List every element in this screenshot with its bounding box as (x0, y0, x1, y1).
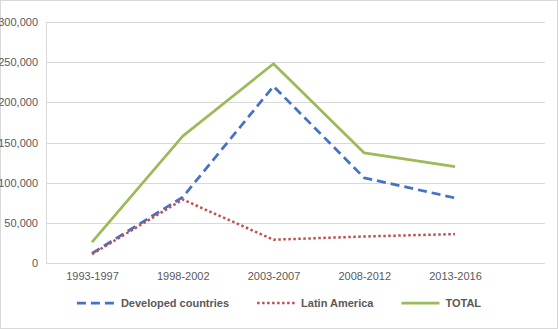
grid-line (46, 263, 545, 264)
legend-symbol (401, 302, 439, 305)
legend-label: Latin America (301, 297, 374, 309)
x-tick-label: 2013-2016 (429, 270, 482, 282)
chart-border (1, 1, 558, 329)
grid-line (46, 143, 545, 144)
y-tick-label: 300,000 (0, 16, 38, 28)
x-axis-line (46, 263, 545, 264)
y-tick: 250,000 (0, 56, 46, 68)
series-line (92, 86, 455, 253)
y-tick-label: 100,000 (0, 177, 38, 189)
legend-item: Developed countries (77, 297, 229, 309)
grid-line (46, 22, 545, 23)
y-axis-line (46, 23, 47, 264)
y-tick-label: 200,000 (0, 96, 38, 108)
y-tick-label: 0 (32, 257, 38, 269)
legend: Developed countries Latin America TOTAL (77, 297, 481, 309)
y-tick: 150,000 (0, 137, 46, 149)
y-tick-label: 150,000 (0, 137, 38, 149)
x-tick: 2003-2007 (248, 263, 301, 282)
y-tick: 50,000 (4, 217, 46, 229)
y-tick-label: 50,000 (4, 217, 38, 229)
y-tick: 300,000 (0, 16, 46, 28)
legend-symbol (257, 302, 295, 305)
grid-line (46, 102, 545, 103)
chart: 0 50,000 100,000 150,000 200,000 250,000 300,0… (0, 0, 558, 329)
y-axis: 0 50,000 100,000 150,000 200,000 250,000 300,0… (0, 16, 47, 269)
x-tick: 1993-1997 (66, 263, 119, 282)
legend-label: Developed countries (121, 297, 229, 309)
x-tick-label: 2008-2012 (338, 270, 391, 282)
grid-line (46, 223, 545, 224)
legend-label: TOTAL (445, 297, 481, 309)
x-tick-label: 1998-2002 (157, 270, 210, 282)
grid-line (46, 62, 545, 63)
series-line (92, 64, 455, 242)
series-line (92, 200, 455, 255)
x-tick: 2008-2012 (338, 263, 391, 282)
lines (92, 64, 455, 254)
x-tick-label: 2003-2007 (248, 270, 301, 282)
legend-item: TOTAL (401, 297, 481, 309)
grid (46, 23, 545, 264)
x-tick: 1998-2002 (157, 263, 210, 282)
y-tick: 100,000 (0, 177, 46, 189)
legend-symbol (77, 302, 115, 305)
y-tick: 0 (32, 257, 46, 269)
legend-item: Latin America (257, 297, 374, 309)
x-axis: 1993-1997 1998-2002 2003-2007 2008-2012 2013… (46, 263, 545, 282)
grid-line (46, 183, 545, 184)
x-tick-label: 1993-1997 (66, 270, 119, 282)
y-tick-label: 250,000 (0, 56, 38, 68)
y-tick: 200,000 (0, 96, 46, 108)
x-tick: 2013-2016 (429, 263, 482, 282)
